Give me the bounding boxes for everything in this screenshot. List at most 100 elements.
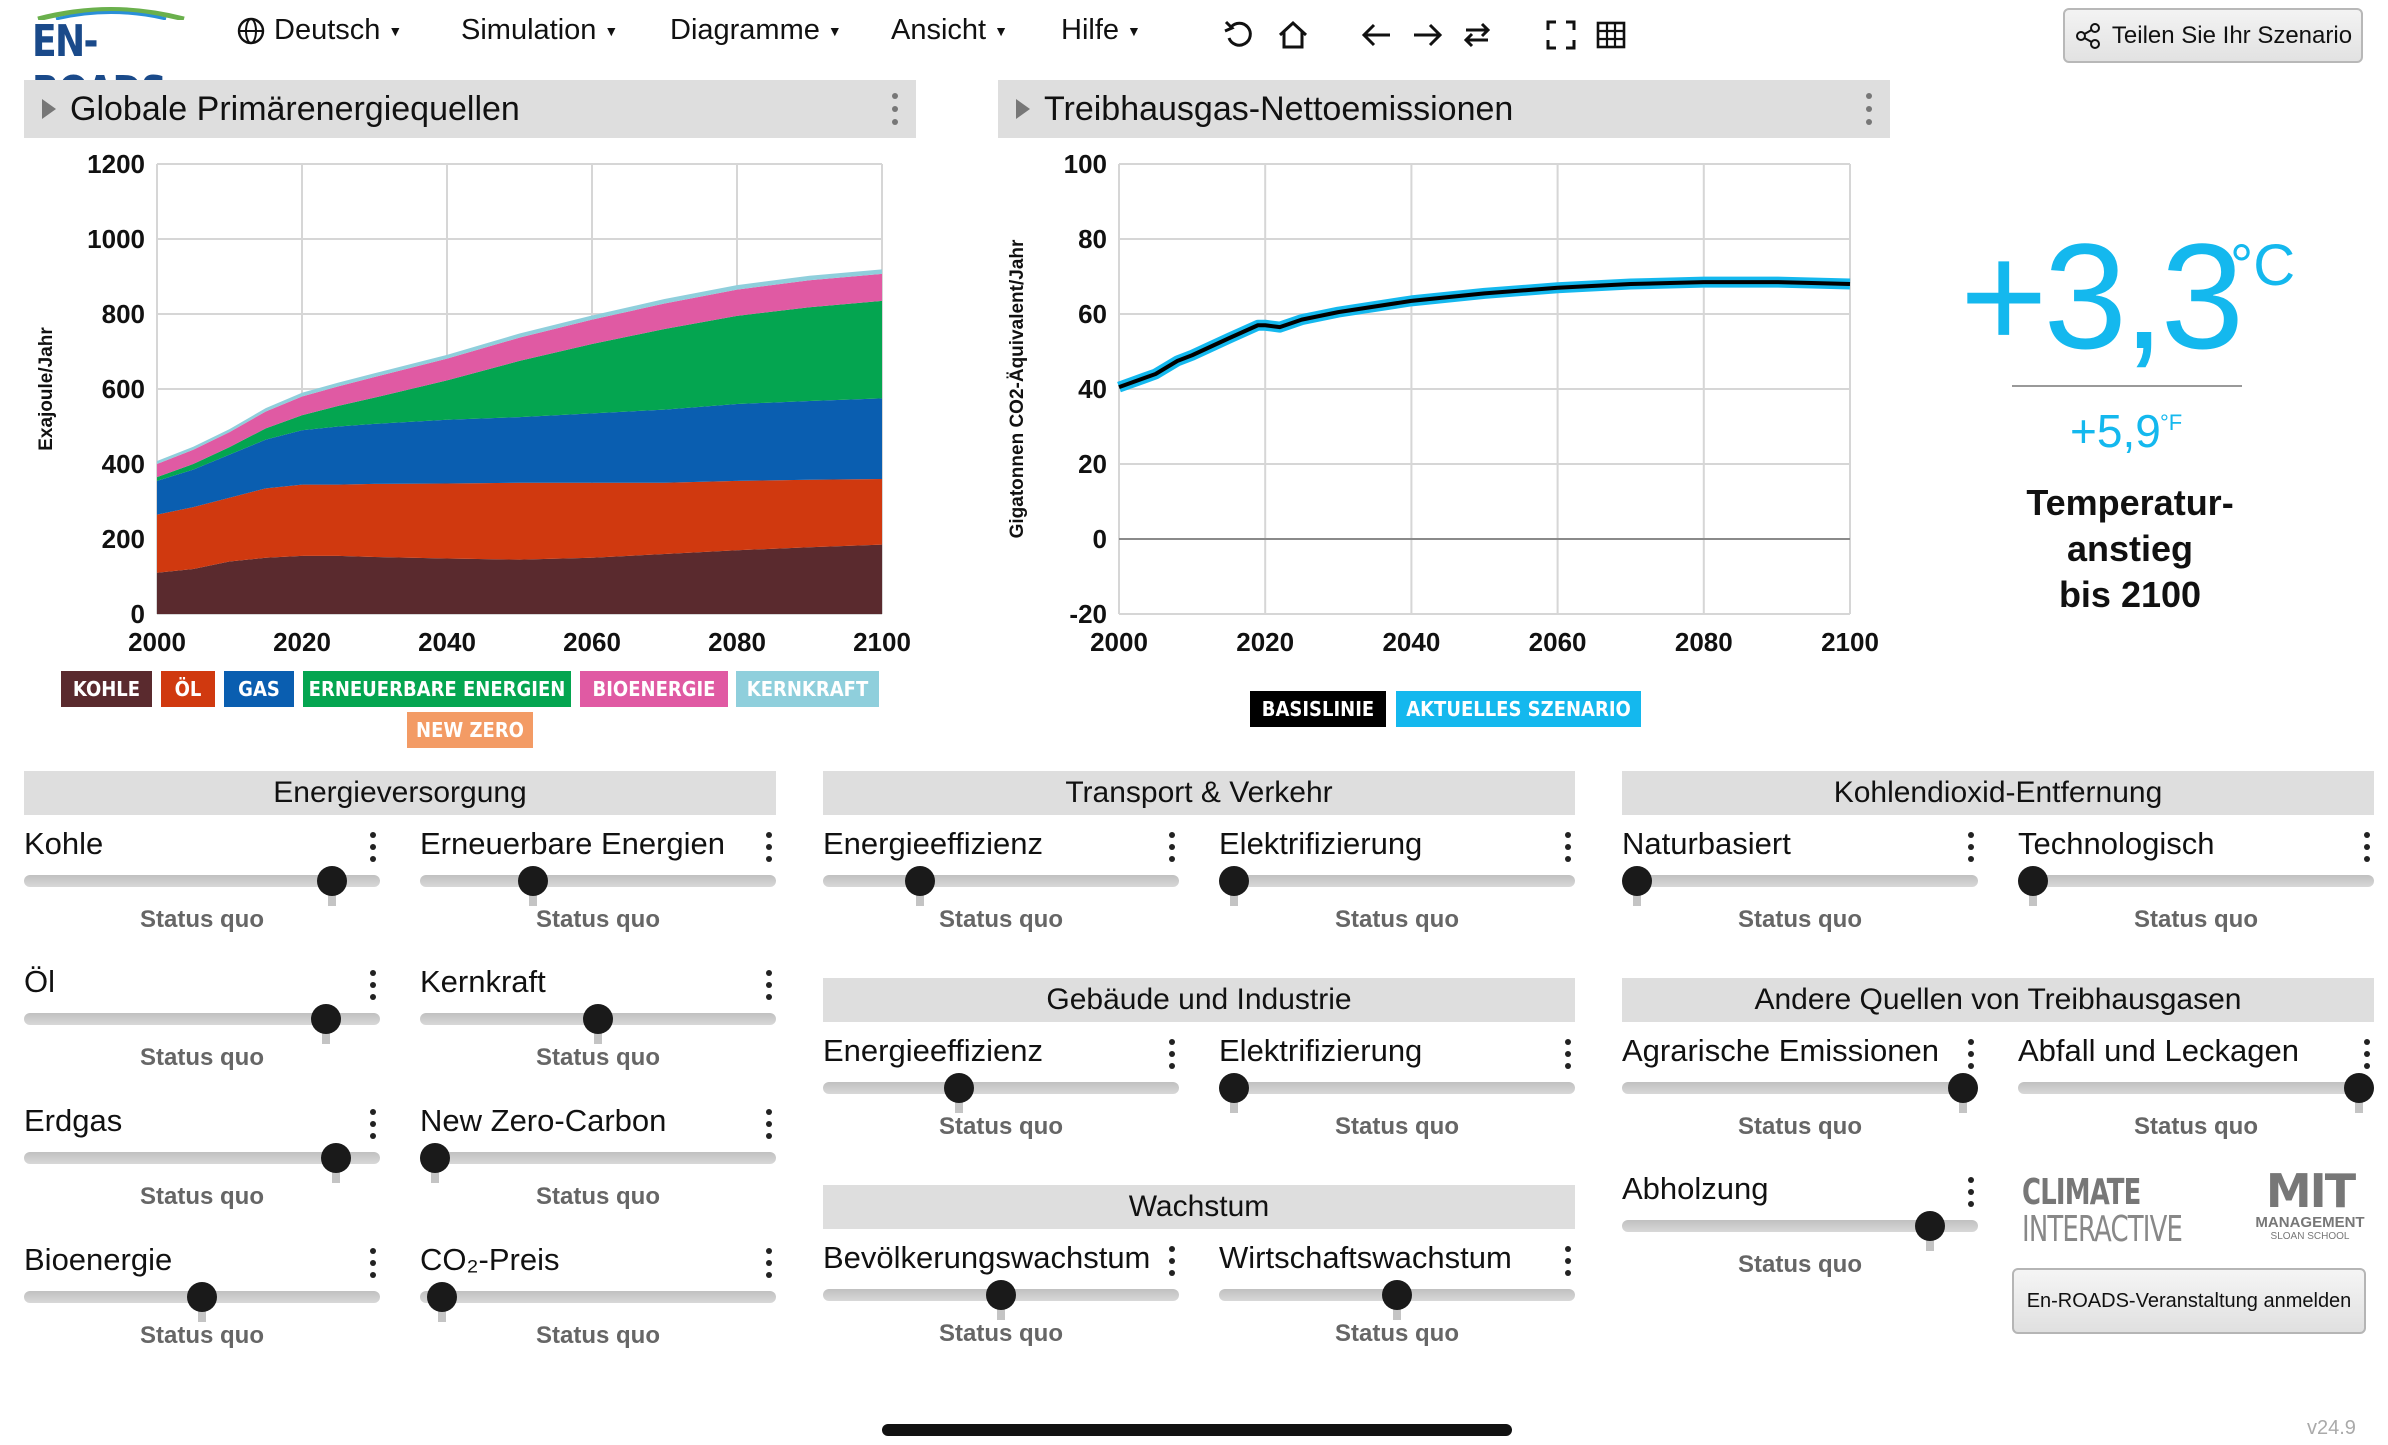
emissions-panel-header[interactable]: Treibhausgas-Nettoemissionen	[998, 80, 1890, 138]
slider-agrar[interactable]: Agrarische Emissionen Status quo	[1622, 1033, 1978, 1153]
slider-knob[interactable]	[517, 866, 548, 896]
energy-sources-panel-header[interactable]: Globale Primärenergiequellen	[24, 80, 916, 138]
slider-abfall[interactable]: Abfall und Leckagen Status quo	[2018, 1033, 2374, 1153]
fullscreen-icon[interactable]	[1544, 18, 1578, 52]
undo-icon[interactable]	[1222, 18, 1256, 52]
menu-simulation[interactable]: Simulation ▼	[461, 14, 618, 47]
slider-natur[interactable]: Naturbasiert Status quo	[1622, 826, 1978, 946]
more-options-icon[interactable]	[2364, 1039, 2370, 1069]
more-options-icon[interactable]	[1169, 832, 1175, 862]
more-options-icon[interactable]	[370, 1248, 376, 1278]
slider-knob[interactable]	[583, 1004, 613, 1034]
more-options-icon[interactable]	[370, 970, 376, 1000]
slider-bevoelkerung[interactable]: Bevölkerungswachstum Status quo	[823, 1240, 1179, 1360]
legend-kohle[interactable]: KOHLE	[61, 671, 152, 707]
legend-bioenergie[interactable]: BIOENERGIE	[580, 671, 728, 707]
slider-t_elektro[interactable]: Elektrifizierung Status quo	[1219, 826, 1575, 946]
more-options-icon[interactable]	[1169, 1246, 1175, 1276]
slider-knob[interactable]	[2018, 866, 2048, 896]
slider-track[interactable]	[1622, 1082, 1978, 1094]
more-options-icon[interactable]	[1565, 1246, 1571, 1276]
slider-bioenergie[interactable]: Bioenergie Status quo	[24, 1242, 380, 1362]
slider-t_effizienz[interactable]: Energieeffizienz Status quo	[823, 826, 1179, 946]
menu-diagramme[interactable]: Diagramme ▼	[670, 14, 842, 47]
more-options-icon[interactable]	[766, 832, 772, 862]
slider-knob[interactable]	[1622, 866, 1652, 896]
slider-track[interactable]	[420, 1152, 776, 1164]
energy-area-chart[interactable]: 0 200 400 600 800 1000 1200 2000 2020 2040 2060 208…	[0, 140, 930, 680]
slider-track[interactable]	[420, 1291, 776, 1303]
slider-track[interactable]	[1219, 875, 1575, 887]
home-indicator[interactable]	[882, 1424, 1512, 1436]
slider-oel[interactable]: Öl Status quo	[24, 964, 380, 1084]
legend-oel[interactable]: ÖL	[161, 671, 215, 707]
compare-icon[interactable]	[1460, 18, 1494, 52]
more-options-icon[interactable]	[1968, 1039, 1974, 1069]
slider-co2preis[interactable]: CO₂-Preis Status quo	[420, 1242, 776, 1362]
slider-knob[interactable]	[320, 1143, 351, 1173]
arrow-left-icon[interactable]	[1360, 18, 1394, 52]
slider-techno[interactable]: Technologisch Status quo	[2018, 826, 2374, 946]
climate-interactive-logo[interactable]: CLIMATE INTERACTIVE	[2022, 1172, 2222, 1252]
mit-sloan-logo[interactable]: MIT MANAGEMENT SLOAN SCHOOL	[2240, 1168, 2380, 1248]
more-options-icon[interactable]	[1866, 92, 1872, 126]
more-options-icon[interactable]	[1968, 1177, 1974, 1207]
slider-abholzung[interactable]: Abholzung Status quo	[1622, 1171, 1978, 1291]
more-options-icon[interactable]	[892, 92, 898, 126]
slider-knob[interactable]	[1948, 1073, 1978, 1103]
slider-track[interactable]	[823, 1082, 1179, 1094]
slider-track[interactable]	[1219, 1082, 1575, 1094]
slider-track[interactable]	[2018, 875, 2374, 887]
legend-basislinie[interactable]: BASISLINIE	[1250, 691, 1386, 727]
slider-wirtschaft[interactable]: Wirtschaftswachstum Status quo	[1219, 1240, 1575, 1360]
slider-erdgas[interactable]: Erdgas Status quo	[24, 1103, 380, 1223]
slider-knob[interactable]	[2344, 1073, 2374, 1103]
more-options-icon[interactable]	[1169, 1039, 1175, 1069]
slider-track[interactable]	[24, 1152, 380, 1164]
more-options-icon[interactable]	[370, 1109, 376, 1139]
menu-ansicht[interactable]: Ansicht ▼	[891, 14, 1008, 47]
slider-knob[interactable]	[1219, 866, 1249, 896]
slider-knob[interactable]	[943, 1073, 974, 1103]
en-roads-logo[interactable]: EN-ROADS	[32, 6, 192, 118]
slider-track[interactable]	[2018, 1082, 2374, 1094]
slider-track[interactable]	[24, 1013, 380, 1025]
home-icon[interactable]	[1276, 18, 1310, 52]
more-options-icon[interactable]	[370, 832, 376, 862]
slider-track[interactable]	[24, 875, 380, 887]
slider-knob[interactable]	[1382, 1280, 1412, 1310]
legend-erneuerbare[interactable]: ERNEUERBARE ENERGIEN	[303, 671, 571, 707]
legend-kernkraft[interactable]: KERNKRAFT	[736, 671, 879, 707]
more-options-icon[interactable]	[766, 1109, 772, 1139]
more-options-icon[interactable]	[1565, 832, 1571, 862]
register-event-button[interactable]: En-ROADS-Veranstaltung anmelden	[2012, 1268, 2366, 1334]
menu-hilfe[interactable]: Hilfe ▼	[1061, 14, 1141, 47]
share-scenario-button[interactable]: Teilen Sie Ihr Szenario	[2063, 8, 2363, 63]
slider-knob[interactable]	[1915, 1211, 1946, 1241]
more-options-icon[interactable]	[1565, 1039, 1571, 1069]
slider-track[interactable]	[1622, 875, 1978, 887]
more-options-icon[interactable]	[766, 1248, 772, 1278]
menu-language[interactable]: Deutsch ▼	[236, 14, 402, 47]
slider-track[interactable]	[823, 875, 1179, 887]
slider-knob[interactable]	[986, 1280, 1016, 1310]
slider-erneuerbare[interactable]: Erneuerbare Energien Status quo	[420, 826, 776, 946]
slider-track[interactable]	[1622, 1220, 1978, 1232]
slider-knob[interactable]	[187, 1282, 217, 1312]
slider-track[interactable]	[420, 875, 776, 887]
slider-newzero[interactable]: New Zero-Carbon Status quo	[420, 1103, 776, 1223]
arrow-right-icon[interactable]	[1410, 18, 1444, 52]
slider-knob[interactable]	[310, 1004, 341, 1034]
slider-knob[interactable]	[1219, 1073, 1249, 1103]
more-options-icon[interactable]	[2364, 832, 2370, 862]
slider-knob[interactable]	[317, 866, 348, 896]
legend-gas[interactable]: GAS	[224, 671, 294, 707]
slider-g_effizienz[interactable]: Energieeffizienz Status quo	[823, 1033, 1179, 1153]
slider-kohle[interactable]: Kohle Status quo	[24, 826, 380, 946]
slider-g_elektro[interactable]: Elektrifizierung Status quo	[1219, 1033, 1575, 1153]
more-options-icon[interactable]	[766, 970, 772, 1000]
slider-kernkraft[interactable]: Kernkraft Status quo	[420, 964, 776, 1084]
more-options-icon[interactable]	[1968, 832, 1974, 862]
legend-aktuelles-szenario[interactable]: AKTUELLES SZENARIO	[1396, 691, 1641, 727]
